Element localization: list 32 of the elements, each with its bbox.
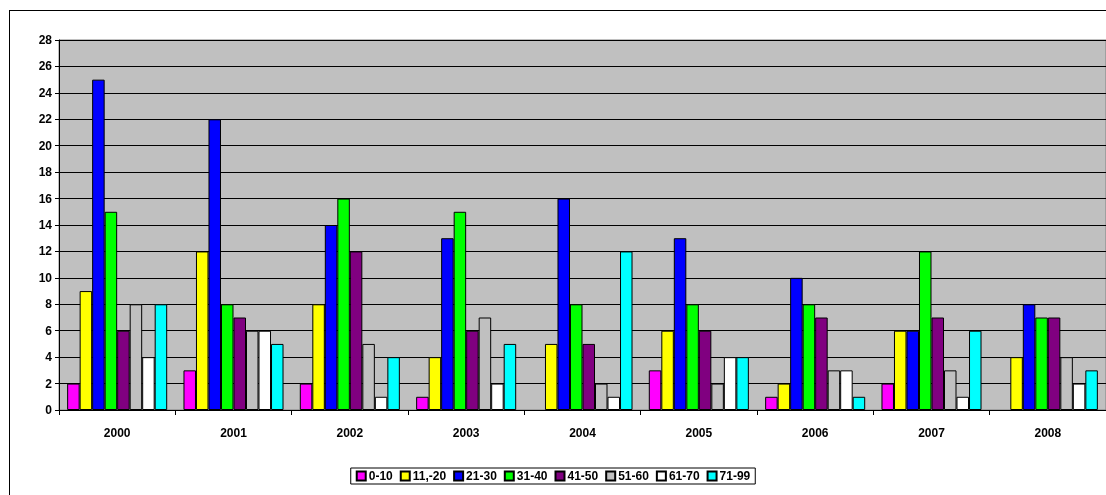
y-tick-label: 16: [38, 191, 53, 206]
y-tick-label: 18: [38, 165, 53, 180]
y-tick-label: 0: [45, 403, 53, 417]
y-tick-label: 2: [45, 376, 53, 391]
x-tick-label: 2004: [569, 426, 597, 440]
legend-label: 51-60: [618, 469, 650, 483]
x-tick-label: 2001: [220, 426, 248, 440]
y-tick-label: 14: [38, 218, 53, 232]
x-tick-label: 2007: [918, 426, 946, 440]
y-tick-label: 4: [45, 350, 53, 365]
legend-label: 71-99: [719, 469, 751, 483]
legend-label: 21-30: [466, 469, 498, 483]
x-tick-label: 2005: [685, 426, 713, 440]
y-tick-label: 28: [38, 33, 53, 47]
x-tick-label: 2008: [1034, 426, 1062, 440]
y-tick-label: 6: [45, 323, 53, 338]
legend-label: 0-10: [368, 469, 394, 483]
x-tick-label: 2000: [103, 426, 131, 440]
legend-label: 31-40: [516, 469, 548, 483]
y-tick-label: 26: [38, 59, 53, 74]
x-tick-label: 2006: [801, 426, 829, 440]
y-tick-label: 20: [38, 138, 53, 153]
y-tick-label: 22: [38, 112, 53, 127]
y-tick-label: 8: [45, 297, 53, 312]
legend-label: 61-70: [668, 469, 700, 483]
y-tick-label: 24: [38, 85, 53, 100]
legend-label: 41-50: [567, 469, 599, 483]
x-tick-label: 2002: [336, 426, 364, 440]
y-tick-label: 12: [38, 244, 53, 259]
x-tick-label: 2003: [452, 426, 480, 440]
legend-label: 11,-20: [412, 469, 447, 483]
y-tick-label: 10: [38, 270, 53, 285]
